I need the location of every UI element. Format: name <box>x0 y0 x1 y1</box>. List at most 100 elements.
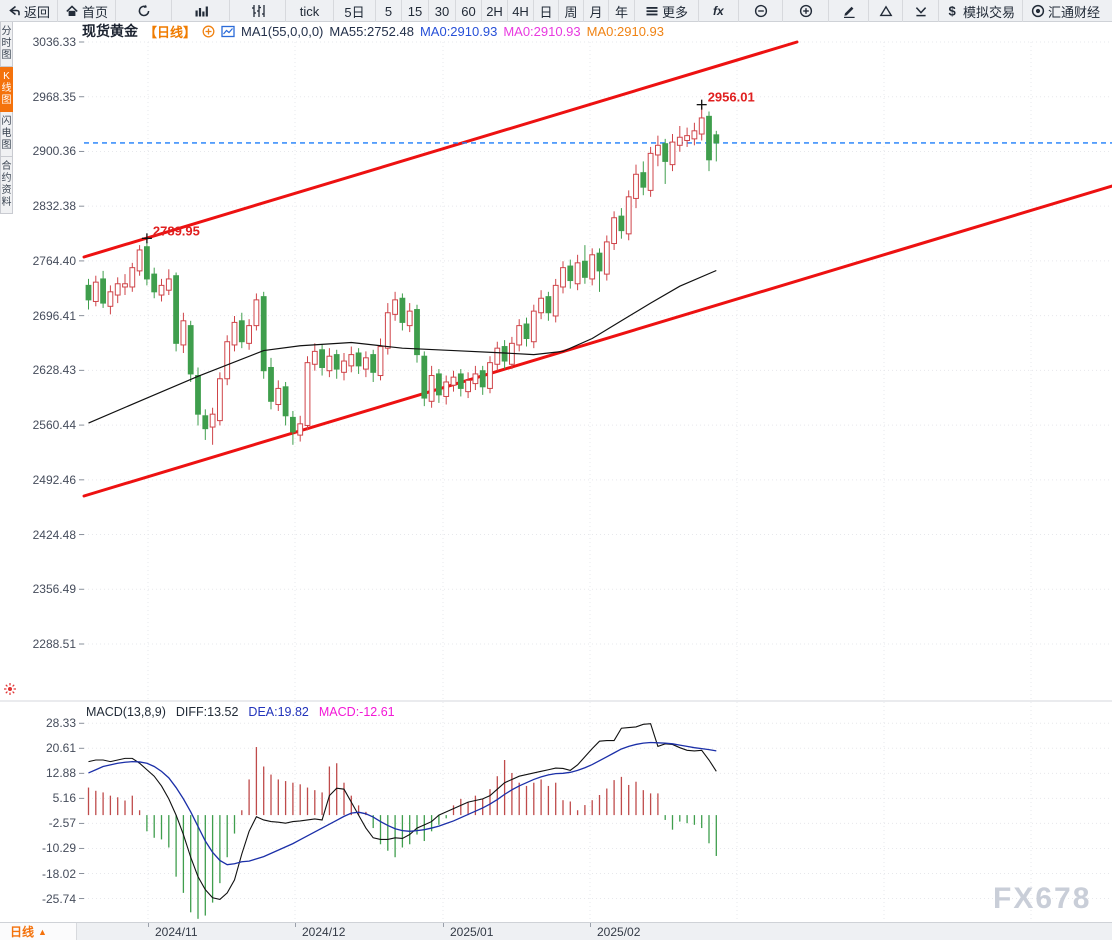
price-axis-label: 2628.43 <box>32 363 76 378</box>
sidebar-tab-3[interactable]: 合约资料 <box>0 157 13 214</box>
toolbar-interval-30[interactable]: 30 <box>429 0 456 22</box>
ma0-magenta-value: MA0:2910.93 <box>503 23 581 39</box>
dollar-icon: $ <box>948 4 956 18</box>
toolbar-more-label: 更多 <box>661 4 688 20</box>
toolbar-interval-week-label: 周 <box>564 4 578 20</box>
price-axis-label: 2288.51 <box>32 636 76 651</box>
zoom-out-icon <box>754 4 767 18</box>
pencil-icon <box>843 6 855 18</box>
chart-header: 现货黄金 【日线】 MA1(55,0,0,0) MA55:2752.48 MA0… <box>82 22 670 40</box>
triangle-down-icon <box>915 7 926 17</box>
home-icon <box>66 5 78 16</box>
toolbar-interval-5-label: 5 <box>384 3 393 19</box>
zoom-in-icon <box>799 4 812 18</box>
month-tick <box>295 923 296 927</box>
toolbar-zoom-in[interactable] <box>783 0 829 22</box>
candles-icon <box>251 5 265 17</box>
macd-axis-label: 5.16 <box>52 791 76 806</box>
toolbar-back[interactable]: 返回 <box>0 0 58 22</box>
candlestick-series <box>85 106 720 445</box>
left-sidebar: 分时图 K线图 闪电图 合约资料 <box>0 22 13 214</box>
toolbar-triangle-up[interactable] <box>869 0 903 22</box>
fx-icon: fx <box>713 4 725 18</box>
line-chart-icon[interactable] <box>221 25 235 38</box>
toolbar-zoom-out[interactable] <box>739 0 783 22</box>
macd-histogram <box>87 747 717 919</box>
toolbar-time-share-chart[interactable] <box>172 0 230 22</box>
toolbar-interval-month[interactable]: 月 <box>584 0 609 22</box>
toolbar-interval-year[interactable]: 年 <box>609 0 635 22</box>
sidebar-tab-0[interactable]: 分时图 <box>0 22 13 67</box>
toolbar-more[interactable]: 更多 <box>635 0 699 22</box>
ma55-line <box>88 269 717 424</box>
toolbar-interval-day-label: 日 <box>539 4 553 20</box>
fx678-watermark: FX678 <box>993 882 1092 915</box>
menu-icon <box>646 7 658 16</box>
toolbar-draw[interactable] <box>829 0 869 22</box>
macd-axis-label: 12.88 <box>45 766 76 781</box>
toolbar-back-label: 返回 <box>23 4 50 20</box>
period-selector-label: 日线 <box>10 925 35 939</box>
macd-axis-label: 20.61 <box>45 741 76 756</box>
ma55-value: MA55:2752.48 <box>329 23 414 39</box>
macd-axis-label: -25.74 <box>41 891 76 906</box>
indicator-settings-icon[interactable] <box>3 682 17 696</box>
toolbar-interval-2h[interactable]: 2H <box>482 0 508 22</box>
svg-text:fx: fx <box>713 4 725 18</box>
toolbar-interval-60[interactable]: 60 <box>456 0 482 22</box>
toolbar-interval-tick[interactable]: tick <box>286 0 334 22</box>
toolbar-demo-trading[interactable]: $ 模拟交易 <box>939 0 1023 22</box>
top-toolbar: 返回 首页 tick 5日 5 15 30 60 2H 4H 日周月年 更多 fx $ 模拟交易 汇通财经 <box>0 0 1112 22</box>
toolbar-interval-15[interactable]: 15 <box>402 0 429 22</box>
toolbar-interval-5d[interactable]: 5日 <box>334 0 376 22</box>
toolbar-interval-day[interactable]: 日 <box>534 0 559 22</box>
x-axis-date-label: 2025/02 <box>597 925 641 939</box>
toolbar-interval-week[interactable]: 周 <box>559 0 584 22</box>
month-tick <box>590 923 591 927</box>
toolbar-refresh[interactable] <box>116 0 172 22</box>
macd-diff-value: DIFF:13.52 <box>175 705 239 719</box>
macd-dea-value: DEA:19.82 <box>248 705 309 719</box>
toolbar-interval-4h-label: 4H <box>512 3 529 19</box>
sidebar-tab-1[interactable]: K线图 <box>0 67 13 112</box>
price-axis-label: 2424.48 <box>32 527 76 542</box>
macd-axis-label: -10.29 <box>41 841 76 856</box>
price-axis-label: 2560.44 <box>32 418 76 433</box>
svg-text:$: $ <box>948 4 956 18</box>
toolbar-fx678-brand-label: 汇通财经 <box>1048 4 1101 20</box>
toolbar-indicators[interactable]: fx <box>699 0 739 22</box>
macd-diff-line <box>88 723 717 900</box>
sidebar-tab-2[interactable]: 闪电图 <box>0 112 13 157</box>
toolbar-home[interactable]: 首页 <box>58 0 116 22</box>
price-annotation: 2789.95 <box>153 223 200 238</box>
ma0-blue-value: MA0:2910.93 <box>419 23 498 39</box>
toolbar-interval-5d-label: 5日 <box>344 4 365 20</box>
toolbar-fx678-brand[interactable]: 汇通财经 <box>1023 0 1112 22</box>
price-axis-label: 2968.35 <box>32 89 76 104</box>
trend-channel-line <box>82 184 1112 498</box>
symbol-name: 现货黄金 <box>82 23 138 39</box>
price-axis-label: 2832.38 <box>32 199 76 214</box>
period-selector[interactable]: 日线 ▲ <box>0 923 77 940</box>
toolbar-triangle-down[interactable] <box>903 0 939 22</box>
toolbar-interval-4h[interactable]: 4H <box>508 0 534 22</box>
toolbar-home-label: 首页 <box>81 4 108 20</box>
price-axis-label: 2696.41 <box>32 308 76 323</box>
macd-header: MACD(13,8,9) DIFF:13.52 DEA:19.82 MACD:-… <box>86 705 395 720</box>
ma-settings: MA1(55,0,0,0) <box>241 23 324 39</box>
price-axis-label: 2900.36 <box>32 144 76 159</box>
x-axis-date-label: 2024/12 <box>302 925 346 939</box>
month-tick <box>148 923 149 927</box>
toolbar-interval-2h-label: 2H <box>486 3 503 19</box>
triangle-up-icon <box>879 5 892 17</box>
add-indicator-icon[interactable] <box>202 25 215 38</box>
chevron-up-icon: ▲ <box>38 926 47 937</box>
macd-axis-label: -18.02 <box>41 866 76 881</box>
toolbar-interval-15-label: 15 <box>407 3 423 19</box>
macd-hist-value: MACD:-12.61 <box>318 705 395 719</box>
price-annotation: 2956.01 <box>708 90 755 105</box>
toolbar-interval-5[interactable]: 5 <box>376 0 402 22</box>
toolbar-kline-chart[interactable] <box>230 0 286 22</box>
toolbar-interval-30-label: 30 <box>434 3 450 19</box>
